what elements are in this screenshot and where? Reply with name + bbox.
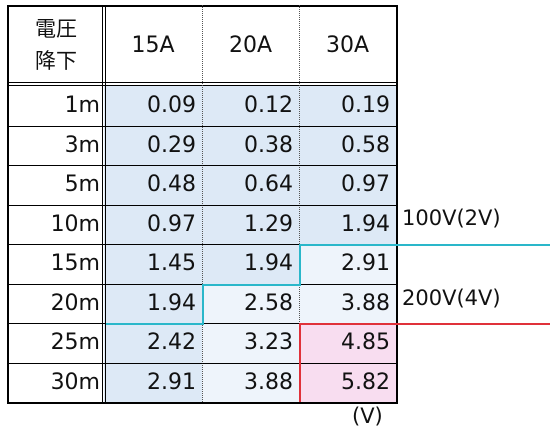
corner-label-line2: 降下 — [35, 49, 77, 73]
table-cell: 0.97 — [104, 204, 202, 244]
row-separator — [7, 204, 397, 206]
rowhead-divider-1 — [102, 5, 103, 402]
threshold-200v-line — [299, 323, 550, 325]
table-cell: 3.23 — [202, 323, 299, 363]
table-cell: 1.94 — [104, 283, 202, 323]
row-header-25m: 25m — [50, 330, 100, 356]
row-header-5m: 5m — [64, 172, 100, 198]
row-header-30m: 30m — [50, 369, 100, 395]
table-cell: 2.91 — [104, 362, 202, 402]
column-separator — [299, 5, 300, 402]
threshold-100v-line — [299, 244, 550, 246]
table-cell: 0.97 — [299, 165, 396, 205]
column-header-15a: 15A — [131, 32, 175, 58]
table-cell: 0.29 — [104, 125, 202, 165]
table-cell: 2.91 — [299, 244, 396, 284]
row-header-3m: 3m — [64, 132, 100, 158]
table-cell: 0.09 — [104, 86, 202, 126]
row-header-1m: 1m — [64, 93, 100, 119]
column-header-20a: 20A — [228, 32, 273, 58]
table-cell: 0.48 — [104, 165, 202, 205]
table-cell: 2.42 — [104, 323, 202, 363]
table-cell: 2.58 — [202, 283, 299, 323]
table-cell: 3.88 — [299, 283, 396, 323]
row-header-10m: 10m — [50, 211, 100, 237]
table-cell: 0.64 — [202, 165, 299, 205]
table-cell: 0.19 — [299, 86, 396, 126]
row-header-15m: 15m — [50, 251, 100, 277]
table-cell: 1.29 — [202, 204, 299, 244]
row-separator — [7, 362, 397, 364]
threshold-100v-line — [202, 283, 204, 323]
row-separator — [7, 165, 397, 166]
table-border-right — [396, 5, 398, 404]
table-cell: 1.94 — [299, 204, 396, 244]
table-cell: 1.94 — [202, 244, 299, 284]
rowhead-divider-2 — [105, 5, 106, 402]
corner-label-line1: 電圧 — [35, 17, 77, 41]
table-cell: 0.38 — [202, 125, 299, 165]
table-corner-header: 電圧 降下 — [8, 6, 104, 84]
row-header-20m: 20m — [50, 290, 100, 316]
threshold-100v-line — [202, 283, 301, 286]
table-cell: 0.58 — [299, 125, 396, 165]
table-cell: 0.12 — [202, 86, 299, 126]
threshold-100v-line — [299, 244, 301, 284]
table-cell: 4.85 — [299, 323, 396, 363]
annotation-100v: 100V(2V) — [402, 206, 501, 230]
table-border-bottom — [7, 402, 397, 404]
row-separator — [7, 125, 397, 127]
threshold-200v-line — [299, 323, 301, 402]
table-cell: 5.82 — [299, 362, 396, 402]
unit-label: (V) — [352, 404, 383, 428]
table-border-left — [7, 5, 9, 404]
threshold-100v-line — [106, 323, 204, 325]
table-cell: 3.88 — [202, 362, 299, 402]
column-separator — [202, 5, 203, 402]
row-separator — [7, 244, 397, 245]
table-cell: 1.45 — [104, 244, 202, 284]
column-header-30a: 30A — [325, 32, 370, 58]
annotation-200v: 200V(4V) — [402, 286, 501, 310]
